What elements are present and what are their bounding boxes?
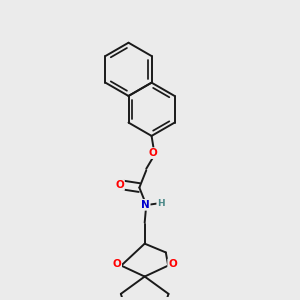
Text: O: O — [115, 180, 124, 190]
Text: O: O — [168, 259, 177, 269]
Text: N: N — [141, 200, 150, 210]
Text: H: H — [157, 199, 165, 208]
Text: O: O — [112, 259, 121, 269]
Text: O: O — [149, 148, 158, 158]
